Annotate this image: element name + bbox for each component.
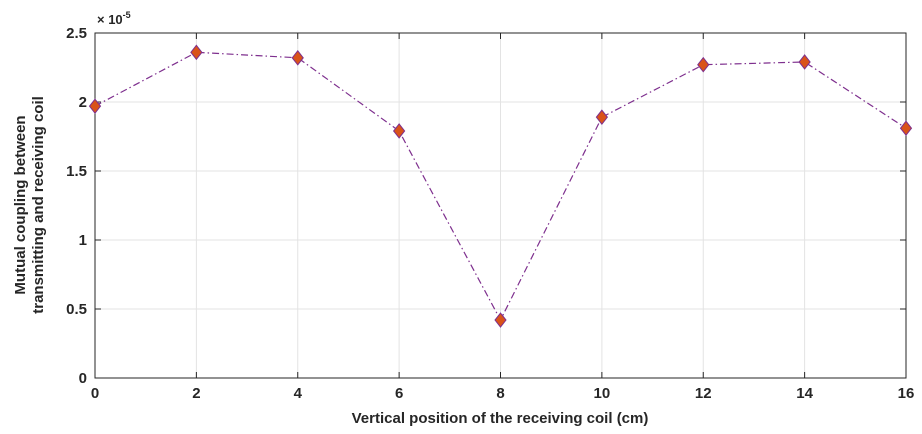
data-point-marker <box>190 44 203 61</box>
x-tick-label: 14 <box>796 385 813 402</box>
x-tick-label: 0 <box>91 385 99 402</box>
x-axis-ticks: 0 2 4 6 8 10 12 14 16 <box>91 33 915 402</box>
y-axis-title-line-2: transmitting and receiving coil <box>30 96 47 314</box>
y-tick-label: 1 <box>79 232 87 249</box>
x-axis-title: Vertical position of the receiving coil … <box>352 410 649 427</box>
data-point-marker <box>697 56 710 73</box>
y-axis-title: Mutual coupling between transmitting and… <box>12 96 47 314</box>
y-tick-label: 0 <box>79 370 87 387</box>
data-point-marker <box>595 109 609 125</box>
x-tick-label: 6 <box>395 385 403 402</box>
x-tick-label: 16 <box>898 385 915 402</box>
grid-lines <box>95 33 906 378</box>
data-point-marker <box>291 50 304 66</box>
x-tick-label: 8 <box>496 385 504 402</box>
y-tick-label: 2 <box>79 94 87 111</box>
data-point-marker <box>899 120 913 137</box>
y-axis-exponent-power: -5 <box>123 10 131 20</box>
y-tick-label: 2.5 <box>66 25 87 42</box>
data-point-marker <box>798 54 811 70</box>
y-axis-title-line-1: Mutual coupling between <box>12 115 29 294</box>
data-point-marker <box>392 123 406 139</box>
x-tick-label: 12 <box>695 385 712 402</box>
y-axis-exponent: × 10-5 <box>97 10 131 27</box>
y-tick-label: 1.5 <box>66 163 87 180</box>
data-series <box>88 44 913 328</box>
y-tick-label: 0.5 <box>66 301 87 318</box>
y-axis-ticks: 0 0.5 1 1.5 2 2.5 <box>66 25 906 387</box>
x-tick-label: 2 <box>192 385 200 402</box>
data-point-marker <box>494 312 507 328</box>
data-point-marker <box>88 98 102 114</box>
y-axis-exponent-base: × 10 <box>97 12 123 27</box>
x-tick-label: 4 <box>294 385 303 402</box>
x-tick-label: 10 <box>594 385 611 402</box>
